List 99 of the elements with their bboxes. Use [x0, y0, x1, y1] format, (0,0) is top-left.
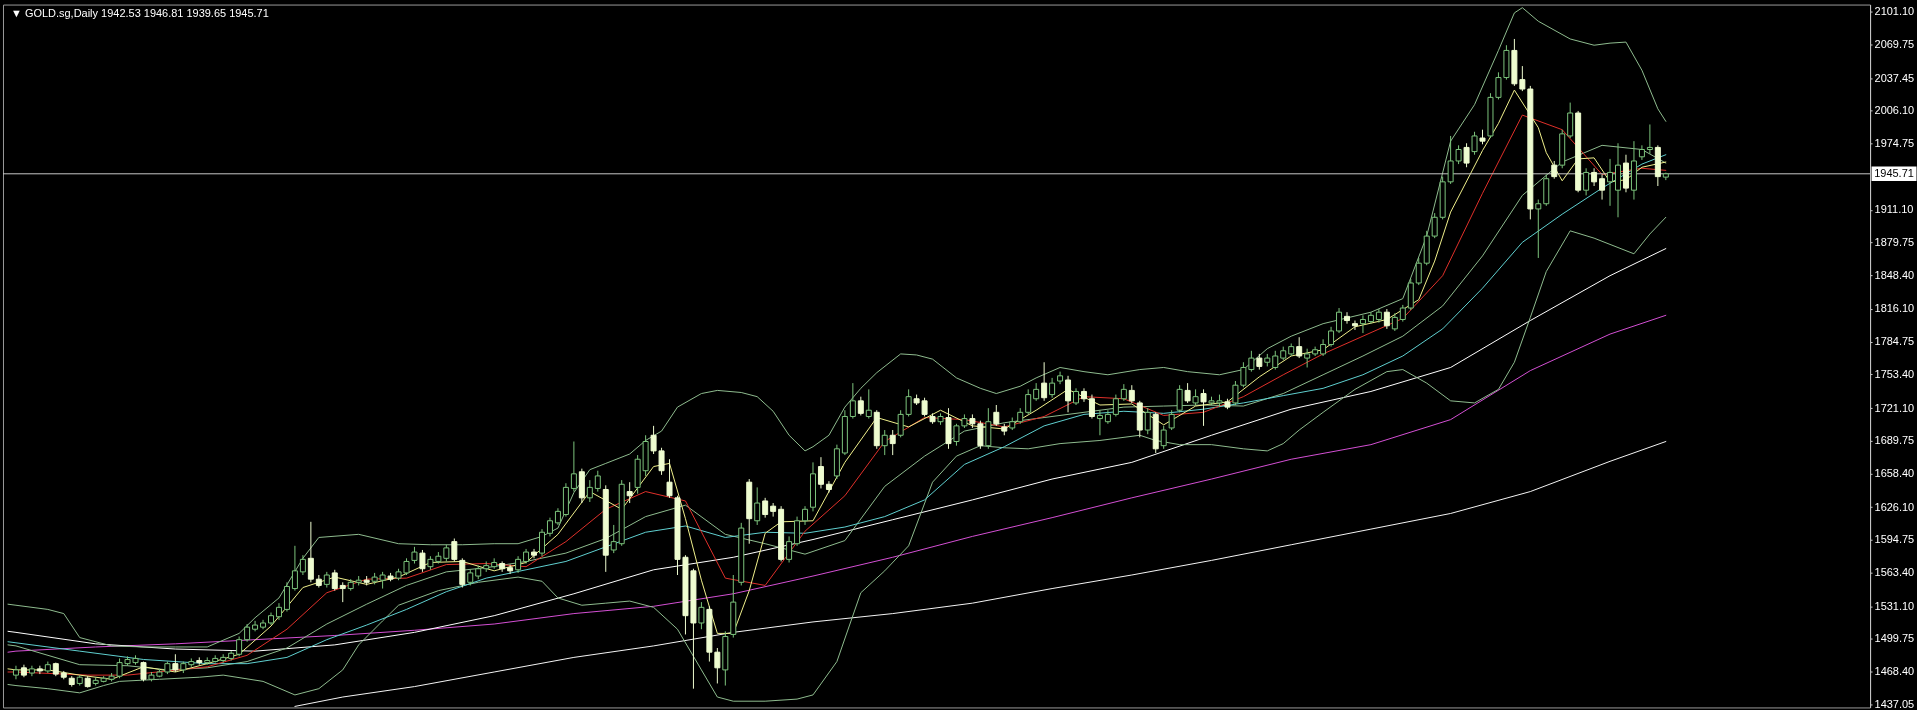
candlestick — [499, 560, 506, 573]
candlestick — [626, 481, 633, 504]
y-tick-label: 1594.75 — [1874, 533, 1915, 546]
candlestick — [1049, 377, 1056, 399]
y-tick-label: 1816.10 — [1874, 302, 1915, 315]
candlestick — [1431, 212, 1438, 239]
candlestick — [825, 480, 832, 494]
y-tick-label: 1531.10 — [1874, 599, 1915, 612]
candlestick — [754, 486, 761, 526]
chart-title: ▼ GOLD.sg,Daily 1942.53 1946.81 1939.65 1945.71 — [10, 6, 269, 19]
y-tick-label: 2037.45 — [1874, 71, 1915, 84]
candlestick — [1351, 320, 1358, 331]
candlestick — [1583, 167, 1590, 196]
y-tick-label: 1974.75 — [1874, 137, 1915, 150]
candlestick — [857, 396, 864, 416]
candlestick — [459, 557, 466, 589]
candlestick — [307, 521, 314, 583]
candlestick — [1383, 308, 1390, 330]
candlestick — [299, 554, 306, 576]
y-tick-label: 2069.75 — [1874, 37, 1915, 50]
candlestick — [539, 528, 545, 557]
y-tick-label: 1563.40 — [1874, 565, 1915, 578]
candlestick — [1025, 388, 1032, 415]
line-series — [294, 441, 1667, 707]
candlestick — [546, 517, 553, 537]
candlestick — [1200, 388, 1207, 427]
candlestick — [291, 545, 298, 592]
candlestick — [1144, 407, 1151, 435]
candlestick — [1607, 158, 1614, 207]
y-tick-label: 1499.75 — [1874, 632, 1915, 645]
ref-line-label: 1945.71 — [1874, 166, 1914, 179]
candlestick — [889, 429, 896, 456]
candlestick — [1599, 174, 1606, 201]
y-tick-label: 1721.10 — [1874, 401, 1915, 414]
candlestick — [1336, 307, 1343, 334]
candlestick — [817, 456, 824, 489]
candlestick — [339, 581, 346, 603]
y-tick-label: 1689.75 — [1874, 434, 1915, 447]
candlestick — [1367, 311, 1374, 325]
candlestick — [1065, 375, 1072, 413]
line-series — [7, 216, 1667, 702]
candlestick — [1296, 336, 1303, 359]
candlestick — [1096, 409, 1103, 436]
candlestick — [1344, 311, 1350, 325]
candlestick — [1535, 199, 1542, 259]
candlestick — [993, 404, 1000, 427]
candlestick — [1567, 102, 1574, 139]
candlestick — [1184, 382, 1191, 404]
y-tick-label: 1468.40 — [1874, 665, 1915, 678]
candlestick — [698, 601, 705, 630]
candlestick — [1415, 257, 1422, 286]
candlestick — [331, 569, 338, 592]
candlestick — [586, 479, 593, 503]
y-tick-label: 1911.10 — [1874, 203, 1914, 216]
candlestick — [1088, 394, 1095, 420]
line-series — [7, 314, 1667, 653]
candlestick — [770, 502, 777, 518]
candlestick — [1638, 144, 1645, 161]
candlestick — [1463, 142, 1470, 168]
y-tick-label: 2101.10 — [1874, 5, 1915, 18]
candlestick — [1041, 361, 1048, 402]
candlestick — [1160, 425, 1167, 450]
candlestick — [865, 388, 872, 420]
candlestick — [1112, 394, 1119, 417]
candlestick — [451, 538, 458, 562]
y-tick-label: 1848.40 — [1874, 268, 1915, 281]
candlestick — [1272, 350, 1279, 371]
candlestick — [419, 549, 426, 573]
y-tick-label: 1658.40 — [1874, 466, 1915, 479]
candlestick — [1646, 123, 1653, 155]
y-tick-label: 1879.75 — [1874, 236, 1915, 249]
candlestick — [786, 535, 793, 563]
candlestick — [594, 470, 601, 493]
candlestick — [570, 441, 577, 493]
candlestick — [849, 382, 856, 420]
y-tick-label: 2006.10 — [1874, 104, 1915, 117]
candlestick — [666, 458, 673, 499]
candlestick — [1359, 314, 1366, 334]
candlestick — [1176, 384, 1183, 413]
y-tick-label: 1784.75 — [1874, 335, 1915, 348]
line-series — [7, 248, 1667, 652]
candlestick — [610, 524, 617, 554]
candlestick — [507, 564, 514, 575]
candlestick — [762, 497, 769, 519]
candlestick — [283, 581, 290, 612]
candlestick — [802, 505, 809, 526]
y-tick-label: 1437.05 — [1874, 697, 1915, 710]
candlestick — [881, 429, 888, 456]
line-series — [7, 7, 1667, 648]
candlestick — [36, 665, 43, 675]
candlestick — [1328, 326, 1335, 348]
candlestick — [236, 636, 243, 657]
candlestick — [1471, 131, 1478, 156]
candlestick — [985, 407, 992, 450]
candlestick — [1168, 409, 1175, 431]
y-tick-label: 1753.40 — [1874, 367, 1915, 380]
y-tick-label: 1626.10 — [1874, 500, 1915, 513]
candlestick — [1304, 348, 1311, 368]
candlestick — [794, 516, 801, 547]
